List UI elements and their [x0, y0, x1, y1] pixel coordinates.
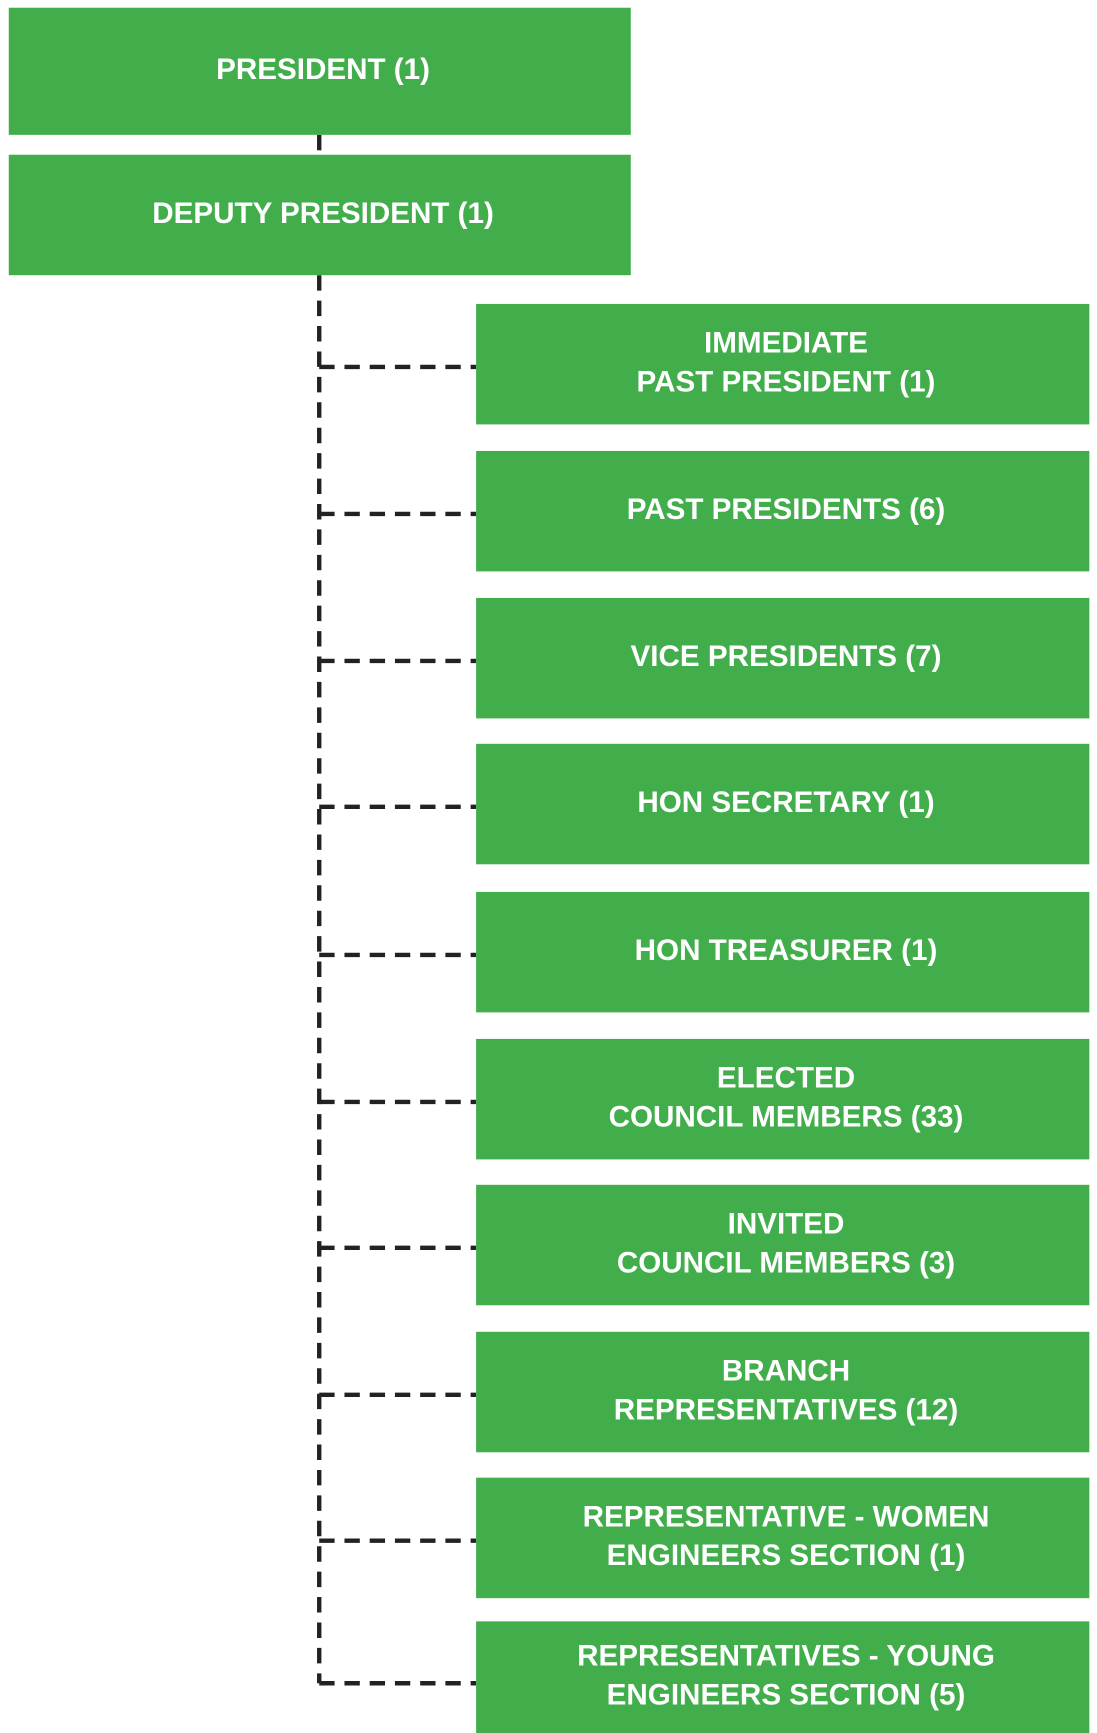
box-label: PAST PRESIDENTS (6)	[627, 493, 946, 526]
box	[476, 1621, 1090, 1733]
box-label: COUNCIL MEMBERS (33)	[609, 1100, 964, 1133]
box	[476, 450, 1090, 572]
box-label: REPRESENTATIVES - YOUNG	[577, 1640, 995, 1673]
box	[476, 1477, 1090, 1599]
box-label: REPRESENTATIVES (12)	[614, 1393, 958, 1426]
box-label: PAST PRESIDENT (1)	[637, 365, 936, 398]
box	[8, 7, 631, 135]
box-label: VICE PRESIDENTS (7)	[631, 640, 942, 673]
box-label: PRESIDENT (1)	[216, 53, 430, 86]
box-label: COUNCIL MEMBERS (3)	[617, 1246, 955, 1279]
box-label: INVITED	[728, 1207, 845, 1240]
box-label: ENGINEERS SECTION (1)	[607, 1539, 966, 1572]
box	[476, 743, 1090, 865]
box-label: IMMEDIATE	[704, 327, 868, 360]
box	[476, 1184, 1090, 1306]
box	[476, 597, 1090, 719]
box	[476, 303, 1090, 425]
box-label: BRANCH	[722, 1354, 850, 1387]
box	[476, 1038, 1090, 1160]
box-label: REPRESENTATIVE - WOMEN	[583, 1500, 990, 1533]
box-label: ELECTED	[717, 1062, 855, 1095]
box-label: HON SECRETARY (1)	[637, 786, 934, 819]
box	[476, 1331, 1090, 1453]
box	[8, 154, 631, 276]
box-label: HON TREASURER (1)	[635, 934, 938, 967]
box	[476, 891, 1090, 1013]
box-label: DEPUTY PRESIDENT (1)	[152, 197, 494, 230]
box-label: ENGINEERS SECTION (5)	[607, 1678, 966, 1711]
